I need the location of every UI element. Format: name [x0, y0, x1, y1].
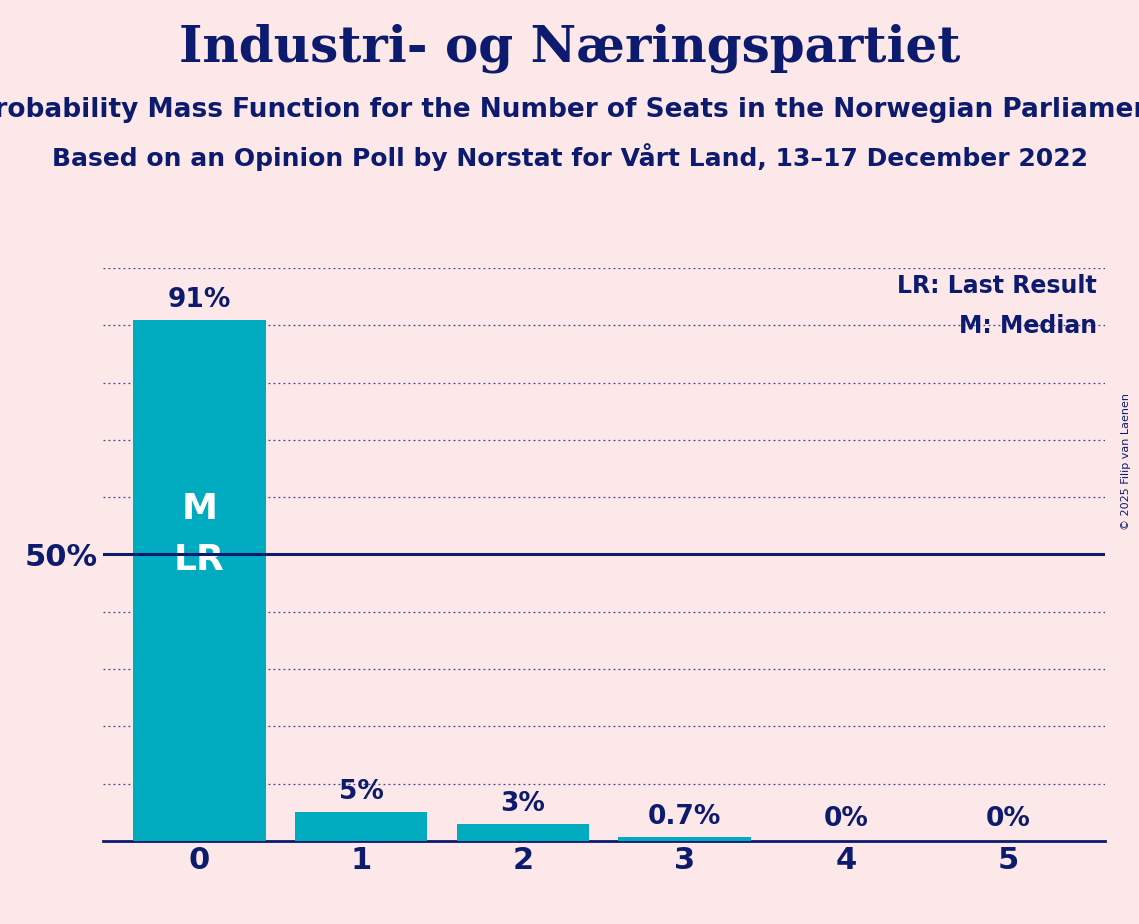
Text: Industri- og Næringspartiet: Industri- og Næringspartiet — [179, 23, 960, 73]
Text: LR: LR — [174, 543, 224, 578]
Text: Based on an Opinion Poll by Norstat for Vårt Land, 13–17 December 2022: Based on an Opinion Poll by Norstat for … — [51, 143, 1088, 171]
Text: M: Median: M: Median — [959, 314, 1097, 338]
Bar — [457, 823, 589, 841]
Text: 0%: 0% — [823, 807, 869, 833]
Bar — [295, 812, 427, 841]
Text: 0%: 0% — [985, 807, 1031, 833]
Text: 5%: 5% — [338, 779, 384, 806]
Bar — [133, 320, 265, 841]
Bar — [618, 837, 751, 841]
Text: 3%: 3% — [500, 791, 546, 817]
Text: 91%: 91% — [167, 286, 231, 312]
Text: © 2025 Filip van Laenen: © 2025 Filip van Laenen — [1121, 394, 1131, 530]
Text: 0.7%: 0.7% — [648, 804, 721, 830]
Text: Probability Mass Function for the Number of Seats in the Norwegian Parliament: Probability Mass Function for the Number… — [0, 97, 1139, 123]
Text: LR: Last Result: LR: Last Result — [898, 274, 1097, 298]
Text: M: M — [181, 492, 218, 526]
